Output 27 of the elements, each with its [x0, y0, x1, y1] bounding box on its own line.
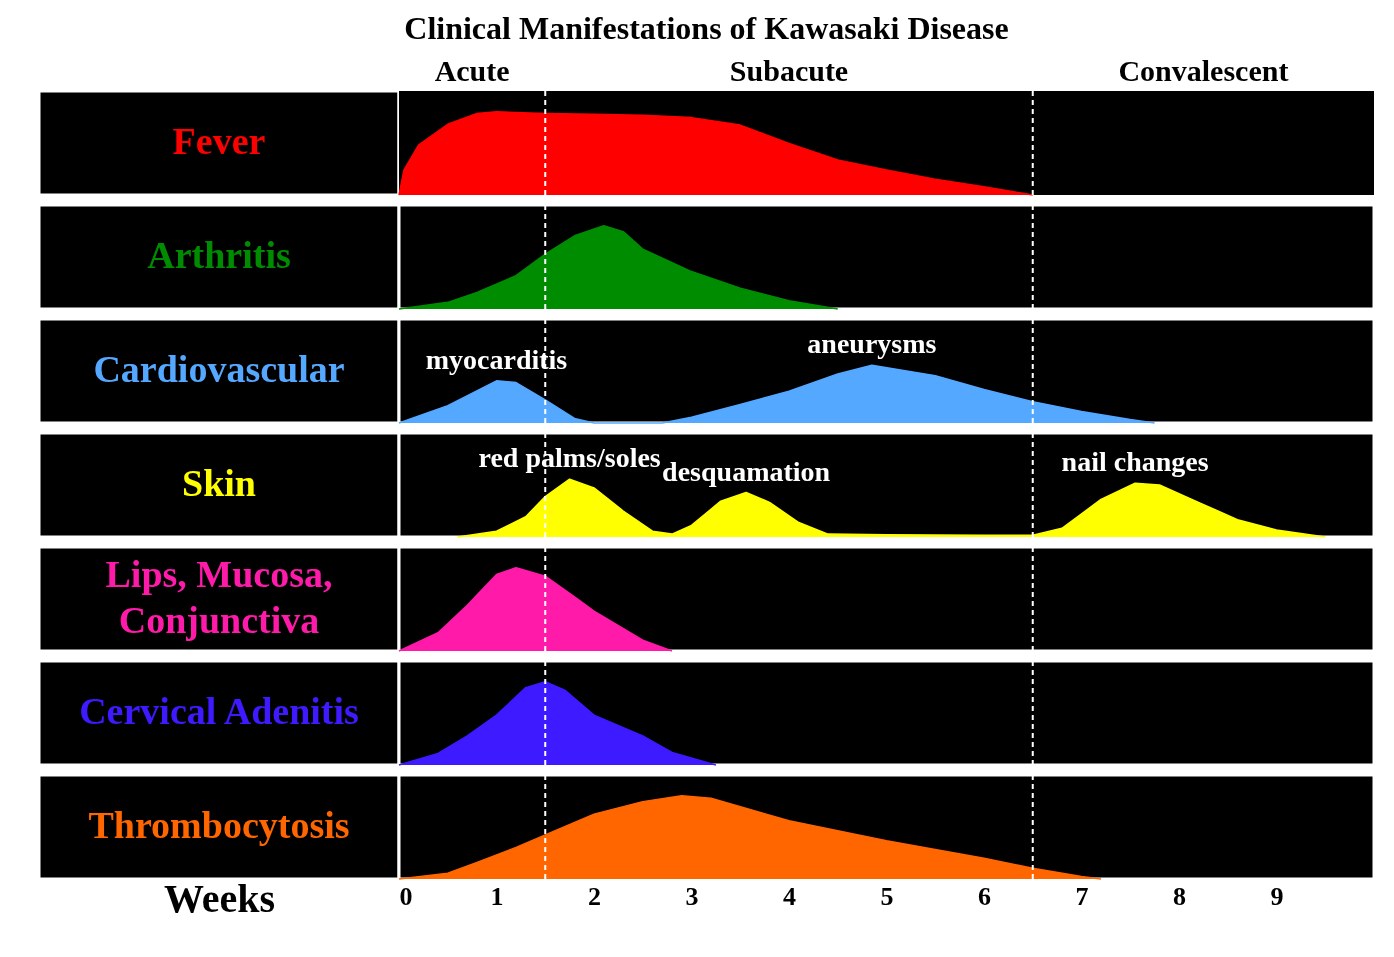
series-label: Thrombocytosis: [88, 804, 350, 846]
chart-title: Clinical Manifestations of Kawasaki Disease: [404, 9, 1009, 46]
x-tick-label: 1: [490, 881, 504, 911]
series-label: Cardiovascular: [93, 348, 345, 390]
series-label: Cervical Adenitis: [79, 690, 359, 732]
x-tick-label: 4: [783, 881, 796, 911]
text: Fever: [172, 120, 266, 162]
annotation: myocarditis: [425, 343, 568, 375]
annotation: nail changes: [1061, 446, 1209, 478]
text: Skin: [182, 462, 256, 504]
band-label: Convalescent: [1118, 54, 1289, 87]
annotation: red palms/soles: [478, 442, 661, 474]
x-tick-label: 7: [1075, 881, 1089, 911]
band-label: Subacute: [729, 54, 849, 87]
x-axis-title: Weeks: [163, 875, 276, 921]
x-tick-label: 5: [880, 881, 894, 911]
x-tick-label: 2: [588, 881, 601, 911]
x-tick-label: 9: [1270, 881, 1284, 911]
annotation: aneurysms: [807, 328, 937, 360]
x-tick-label: 0: [399, 881, 413, 911]
annotation: desquamation: [662, 455, 831, 487]
series-label: Lips, Mucosa, Conjunctiva: [105, 553, 333, 641]
text: Arthritis: [147, 234, 291, 276]
x-tick-label: 6: [978, 881, 991, 911]
x-tick-label: 3: [685, 881, 699, 911]
x-tick-label: 8: [1173, 881, 1186, 911]
band-label: Acute: [434, 54, 510, 87]
